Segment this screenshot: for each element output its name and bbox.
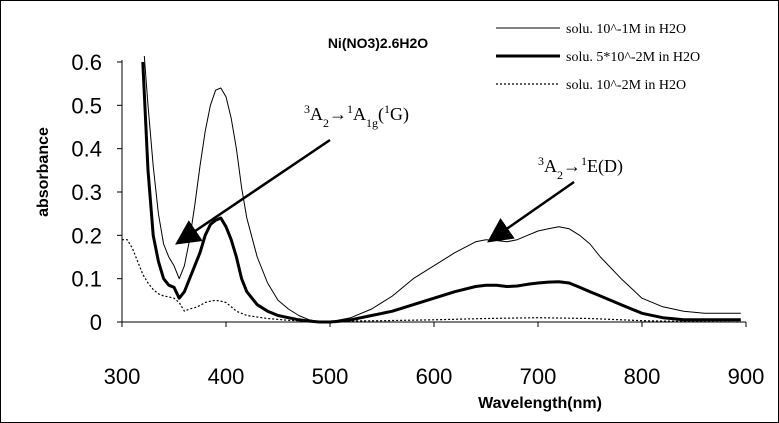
annotation-label-1: 3A2→1A1g(1G) — [304, 102, 409, 130]
axes: 0 0.1 0.2 0.3 0.4 0.5 0.6 300 400 500 600 700 800 900 — [71, 50, 764, 389]
y-axis-title: absorbance — [35, 127, 52, 217]
x-axis-title: Wavelength(nm) — [478, 395, 602, 412]
y-tick-label: 0.5 — [71, 93, 102, 118]
x-tick-label: 900 — [728, 364, 765, 389]
legend-label-1: solu. 10^-1M in H2O — [566, 22, 686, 37]
legend-label-3: solu. 10^-2M in H2O — [566, 78, 686, 93]
x-tick-label: 500 — [312, 364, 349, 389]
legend: solu. 10^-1M in H2O solu. 5*10^-2M in H2O… — [496, 22, 700, 93]
series-line-3 — [122, 239, 741, 323]
x-tick-label: 800 — [624, 364, 661, 389]
x-tick-label: 300 — [104, 364, 141, 389]
y-tick-label: 0.3 — [71, 180, 102, 205]
y-tick-label: 0.6 — [71, 50, 102, 75]
legend-label-2: solu. 5*10^-2M in H2O — [566, 50, 700, 65]
series-line-2 — [141, 61, 741, 324]
annotation-label-2: 3A2→1E(D) — [538, 154, 623, 182]
chart-title: Ni(NO3)2.6H2O — [328, 35, 428, 51]
x-tick-label: 700 — [520, 364, 557, 389]
x-tick-label: 600 — [416, 364, 453, 389]
x-tick-label: 400 — [208, 364, 245, 389]
annotations: 3A2→1A1g(1G) 3A2→1E(D) — [175, 102, 623, 245]
annotation-arrow-2 — [487, 180, 575, 243]
y-tick-label: 0.4 — [71, 137, 102, 162]
y-tick-label: 0.1 — [71, 267, 102, 292]
y-tick-label: 0.2 — [71, 223, 102, 248]
y-tick-label: 0 — [90, 310, 102, 335]
annotation-arrow-1 — [175, 138, 331, 245]
